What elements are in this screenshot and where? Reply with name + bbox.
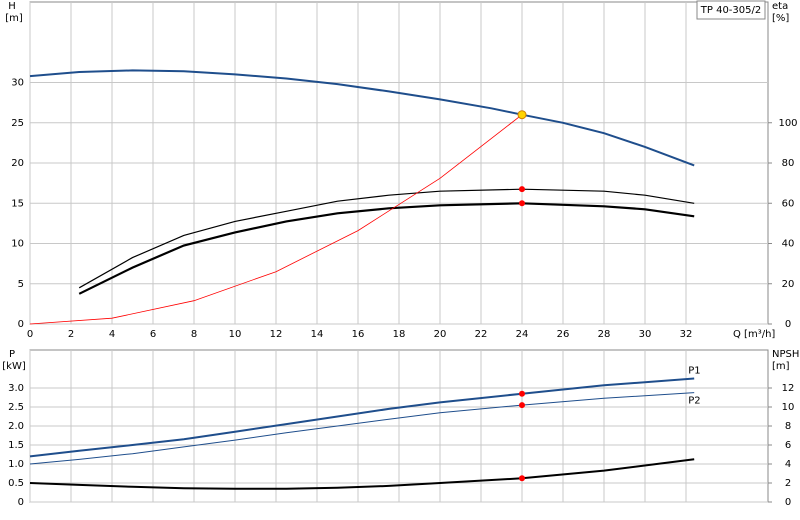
curve — [29, 377, 695, 458]
y-tick-label: 2.0 — [8, 421, 24, 432]
annotation-box — [696, 0, 766, 20]
series-label: P2 — [688, 396, 700, 407]
y2-tick-label: 12 — [782, 383, 795, 394]
x-tick-label: 10 — [229, 329, 242, 340]
y2-tick-label: 40 — [782, 239, 795, 250]
y-tick-label: 3.0 — [8, 383, 24, 394]
y2-axis-unit: [m] — [772, 361, 790, 372]
y-tick-label: 15 — [11, 198, 24, 209]
y2-tick-label: 4 — [785, 459, 791, 470]
x-tick-label: 12 — [270, 329, 283, 340]
curve — [29, 114, 523, 325]
x-tick-label: 16 — [352, 329, 365, 340]
y2-tick-label: 0 — [785, 319, 791, 330]
y-tick-label: 2.5 — [8, 402, 24, 413]
y-tick-label: 5 — [18, 279, 24, 290]
curve — [78, 202, 695, 295]
curve — [29, 392, 695, 465]
x-tick-label: 30 — [639, 329, 652, 340]
x-tick-label: 8 — [191, 329, 197, 340]
y2-tick-label: 10 — [782, 402, 795, 413]
y-axis-label: H — [8, 1, 16, 12]
x-tick-label: 20 — [434, 329, 447, 340]
x-tick-label: 2 — [68, 329, 74, 340]
curve — [29, 458, 695, 490]
y-axis-unit: [kW] — [2, 361, 26, 372]
duty-point — [519, 475, 525, 482]
y-tick-label: 30 — [11, 78, 24, 89]
y-axis-unit: [m] — [5, 13, 23, 24]
y2-tick-label: 6 — [785, 440, 791, 451]
y-tick-label: 0.5 — [8, 478, 24, 489]
annotation: TP 40-305/2 — [700, 5, 761, 16]
y-tick-label: 0 — [18, 497, 24, 508]
x-tick-label: 18 — [393, 329, 406, 340]
duty-point — [519, 402, 525, 409]
y2-tick-label: 20 — [782, 279, 795, 290]
curve — [29, 69, 695, 167]
y-tick-label: 1.5 — [8, 440, 24, 451]
duty-point — [519, 390, 525, 397]
x-axis-label: Q [m³/h] — [733, 329, 775, 340]
y-tick-label: 20 — [11, 158, 24, 169]
x-tick-label: 22 — [475, 329, 488, 340]
y-tick-label: 25 — [11, 118, 24, 129]
x-tick-label: 14 — [311, 329, 324, 340]
y2-tick-label: 8 — [785, 421, 791, 432]
duty-point — [517, 110, 527, 120]
series-label: P1 — [688, 366, 700, 377]
y-axis-label: P — [9, 349, 15, 360]
y2-tick-label: 80 — [782, 158, 795, 169]
y2-tick-label: 0 — [785, 497, 791, 508]
y2-tick-label: 60 — [782, 198, 795, 209]
x-tick-label: 4 — [109, 329, 115, 340]
y2-axis-label: NPSH — [772, 349, 799, 360]
y2-tick-label: 2 — [785, 478, 791, 489]
curve — [78, 188, 695, 289]
x-tick-label: 6 — [150, 329, 156, 340]
y-tick-label: 10 — [11, 239, 24, 250]
y2-tick-label: 100 — [778, 118, 797, 129]
duty-point — [519, 186, 525, 193]
y-tick-label: 1.0 — [8, 459, 24, 470]
y-tick-label: 0 — [18, 319, 24, 330]
y2-axis-unit: [%] — [772, 13, 789, 24]
x-tick-label: 24 — [516, 329, 529, 340]
y2-axis-label: eta — [772, 1, 788, 12]
x-tick-label: 32 — [680, 329, 693, 340]
x-tick-label: 26 — [557, 329, 570, 340]
x-tick-label: 0 — [27, 329, 33, 340]
x-tick-label: 28 — [598, 329, 611, 340]
duty-point — [519, 200, 525, 207]
